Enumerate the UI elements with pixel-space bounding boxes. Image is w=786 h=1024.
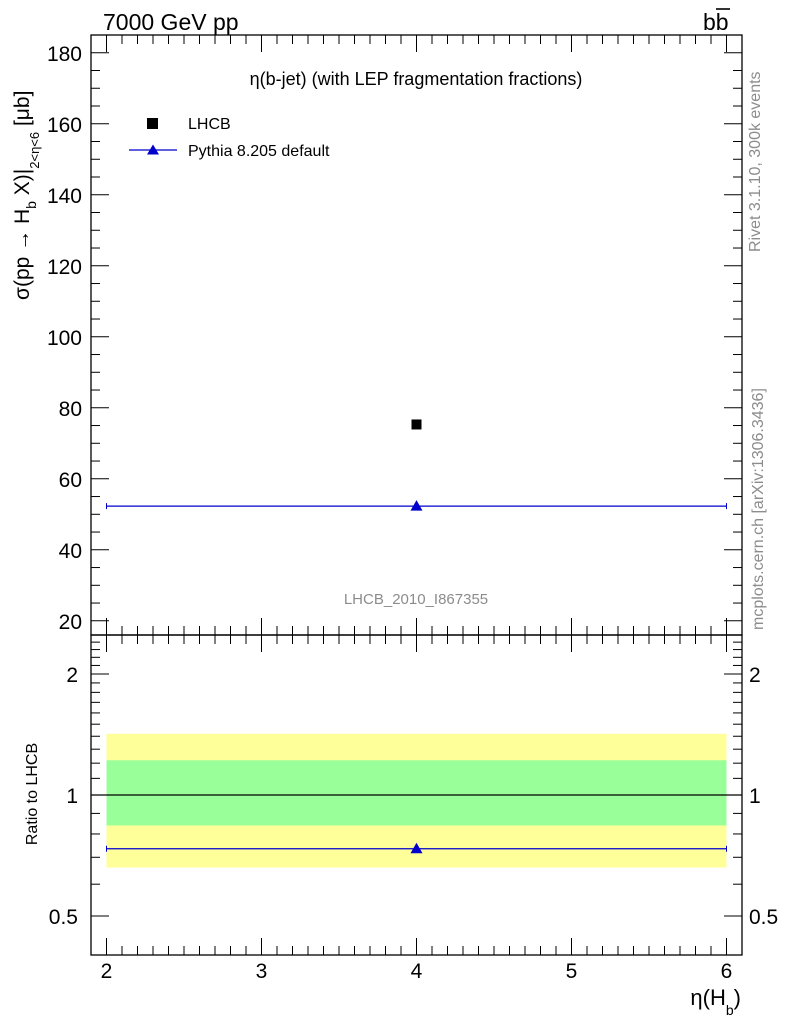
- main-data-layer: [106, 419, 727, 511]
- x-tick-label: 4: [411, 960, 423, 983]
- ratio-band-1-sigma: [106, 760, 727, 826]
- main-y-axis-label: σ(pp → Hb X)|2<η<6 [μb]: [11, 91, 42, 300]
- legend-lhcb-label: LHCB: [188, 116, 231, 133]
- analysis-watermark: LHCB_2010_I867355: [344, 591, 488, 608]
- xlabel-sub: b: [726, 1002, 734, 1018]
- legend-lhcb-marker: [147, 118, 158, 129]
- xlabel-prefix: η(H: [690, 985, 725, 1010]
- main-axis-ticks: [90, 34, 743, 635]
- ratio-panel: 0.5 0.5 1 1 2 2 2 3 4 5 6 Ratio to LHCB η(Hb): [24, 634, 778, 1018]
- main-y-tick-label: 60: [59, 469, 82, 492]
- legend: LHCB Pythia 8.205 default: [129, 116, 330, 160]
- x-tick-label: 5: [566, 960, 578, 983]
- ratio-axis-ticks: [90, 635, 743, 956]
- legend-pythia-marker: [147, 144, 159, 155]
- process-label-text: bb: [703, 9, 729, 35]
- ratio-plot-frame: [90, 634, 743, 956]
- main-y-tick-label: 180: [47, 43, 82, 66]
- legend-pythia-label: Pythia 8.205 default: [188, 143, 330, 160]
- rivet-label: Rivet 3.1.10, 300k events: [747, 71, 764, 252]
- x-tick-label: 3: [256, 960, 268, 983]
- ylabel-unit: [μb]: [11, 91, 34, 132]
- main-y-tick-label: 100: [47, 327, 82, 350]
- main-y-tick-label: 160: [47, 114, 82, 137]
- ratio-y-tick-label-right: 2: [749, 664, 761, 687]
- ratio-y-tick-labels: 0.5 0.5 1 1 2 2: [49, 664, 778, 929]
- main-y-tick-label: 40: [59, 540, 82, 563]
- x-axis-label: η(Hb): [690, 985, 741, 1018]
- main-panel: 20 40 60 80 100 120 140 160 180 η(b-jet) (with L…: [11, 34, 743, 636]
- lhcb-data-point: [411, 419, 422, 430]
- ylabel-mid: X)|: [11, 169, 34, 201]
- process-label: bb: [703, 8, 730, 35]
- main-y-tick-labels: 20 40 60 80 100 120 140 160 180: [47, 43, 82, 634]
- main-y-tick-label: 80: [59, 398, 82, 421]
- ratio-y-axis-label: Ratio to LHCB: [24, 743, 41, 845]
- ratio-y-tick-label-left: 1: [66, 785, 78, 808]
- pythia-point: [410, 500, 423, 511]
- xlabel-suffix: ): [734, 985, 741, 1010]
- ratio-y-tick-label-right: 1: [749, 785, 761, 808]
- ylabel-sub-range: 2<η<6: [27, 132, 42, 169]
- mcplots-label: mcplots.cern.ch [arXiv:1306.3436]: [750, 388, 767, 630]
- energy-label: 7000 GeV pp: [103, 9, 239, 35]
- ylabel-sub-b: b: [23, 201, 39, 209]
- x-tick-label: 2: [101, 960, 113, 983]
- ratio-x-tick-labels: 2 3 4 5 6: [101, 960, 733, 983]
- ratio-pythia-point: [410, 842, 423, 854]
- ratio-y-tick-label-right: 0.5: [749, 906, 778, 929]
- ylabel-prefix: σ(pp → H: [11, 209, 34, 300]
- ratio-data-layer: [106, 842, 727, 854]
- ratio-y-tick-label-left: 0.5: [49, 906, 78, 929]
- main-y-tick-label: 140: [47, 185, 82, 208]
- main-title: η(b-jet) (with LEP fragmentation fractio…: [250, 69, 583, 89]
- main-y-tick-label: 120: [47, 256, 82, 279]
- main-y-tick-label: 20: [59, 611, 82, 634]
- x-tick-label: 6: [721, 960, 733, 983]
- ratio-y-tick-label-left: 2: [66, 664, 78, 687]
